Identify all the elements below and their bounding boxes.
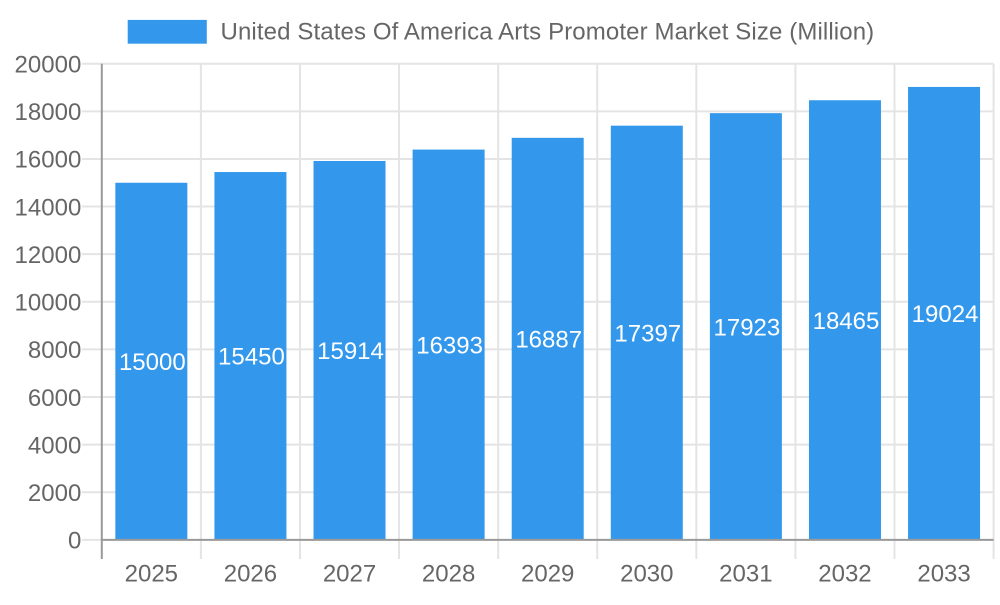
svg-text:15000: 15000 <box>119 349 186 376</box>
svg-text:2027: 2027 <box>323 560 376 587</box>
svg-text:2033: 2033 <box>917 560 970 587</box>
svg-text:2028: 2028 <box>422 560 475 587</box>
svg-text:14000: 14000 <box>15 194 82 221</box>
svg-text:16000: 16000 <box>15 147 82 174</box>
svg-text:2032: 2032 <box>818 560 871 587</box>
svg-text:17397: 17397 <box>614 321 681 348</box>
svg-text:12000: 12000 <box>15 242 82 269</box>
svg-text:0: 0 <box>68 528 81 555</box>
svg-text:19024: 19024 <box>912 301 979 328</box>
svg-text:17923: 17923 <box>714 314 781 341</box>
svg-text:18000: 18000 <box>15 99 82 126</box>
svg-text:2031: 2031 <box>719 560 772 587</box>
svg-text:2029: 2029 <box>521 560 574 587</box>
svg-text:2025: 2025 <box>125 560 178 587</box>
svg-text:6000: 6000 <box>28 385 81 412</box>
svg-text:2030: 2030 <box>620 560 673 587</box>
svg-text:16887: 16887 <box>515 327 582 354</box>
svg-text:United States Of America Arts: United States Of America Arts Promoter M… <box>221 18 875 45</box>
svg-text:10000: 10000 <box>15 290 82 317</box>
svg-text:8000: 8000 <box>28 337 81 364</box>
svg-text:4000: 4000 <box>28 432 81 459</box>
svg-text:2000: 2000 <box>28 480 81 507</box>
svg-text:15450: 15450 <box>218 344 285 371</box>
svg-text:16393: 16393 <box>416 332 483 359</box>
svg-text:2026: 2026 <box>224 560 277 587</box>
svg-text:15914: 15914 <box>317 338 384 365</box>
svg-text:18465: 18465 <box>813 308 880 335</box>
svg-text:20000: 20000 <box>15 51 82 78</box>
